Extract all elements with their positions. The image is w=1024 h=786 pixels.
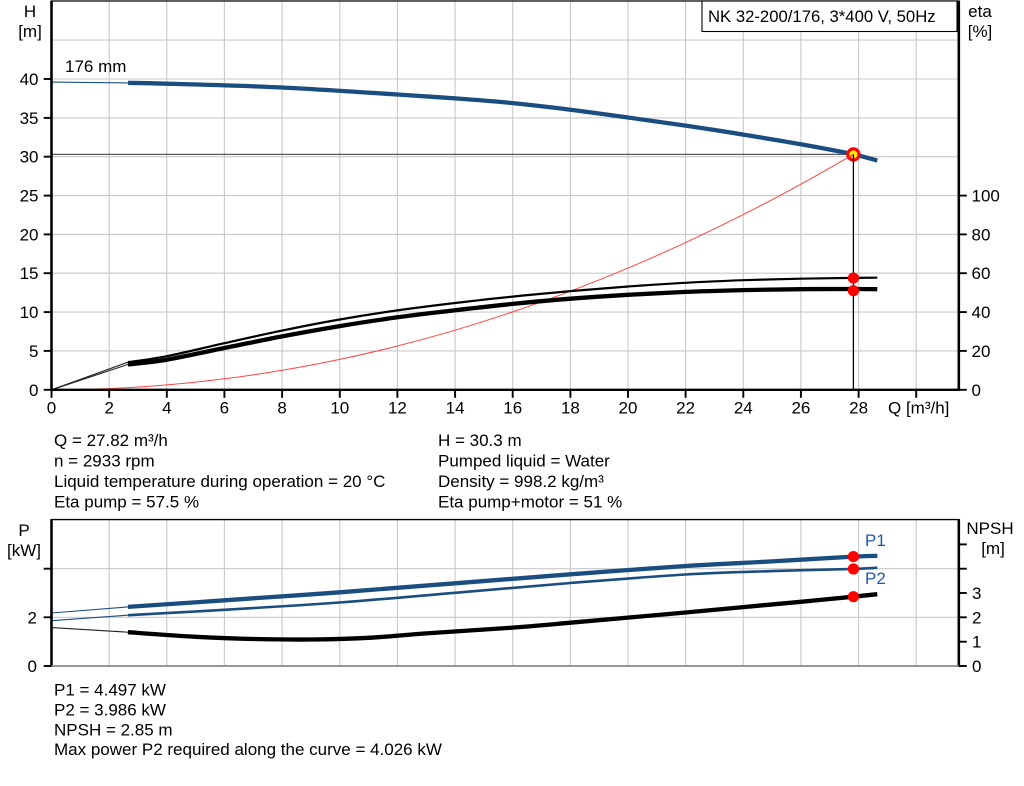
svg-text:30: 30 xyxy=(20,148,39,167)
svg-text:Pumped liquid = Water: Pumped liquid = Water xyxy=(438,452,610,471)
svg-text:16: 16 xyxy=(503,399,522,418)
svg-text:40: 40 xyxy=(972,303,991,322)
svg-text:15: 15 xyxy=(20,264,39,283)
svg-text:Eta pump+motor = 51 %: Eta pump+motor = 51 % xyxy=(438,493,622,512)
svg-text:0: 0 xyxy=(972,657,981,676)
svg-text:20: 20 xyxy=(619,399,638,418)
svg-text:[%]: [%] xyxy=(968,22,993,41)
svg-text:P2 = 3.986 kW: P2 = 3.986 kW xyxy=(54,700,166,719)
svg-text:1: 1 xyxy=(972,633,981,652)
svg-text:80: 80 xyxy=(972,225,991,244)
svg-text:22: 22 xyxy=(676,399,695,418)
svg-text:176 mm: 176 mm xyxy=(65,57,126,76)
svg-text:3: 3 xyxy=(972,584,981,603)
svg-text:28: 28 xyxy=(849,399,868,418)
svg-text:40: 40 xyxy=(20,70,39,89)
svg-text:2: 2 xyxy=(972,608,981,627)
svg-text:P1 = 4.497 kW: P1 = 4.497 kW xyxy=(54,681,166,700)
svg-text:P: P xyxy=(18,521,29,540)
svg-text:NK 32-200/176, 3*400 V, 50Hz: NK 32-200/176, 3*400 V, 50Hz xyxy=(708,7,936,26)
svg-text:24: 24 xyxy=(734,399,753,418)
svg-text:25: 25 xyxy=(20,187,39,206)
svg-text:NPSH = 2.85 m: NPSH = 2.85 m xyxy=(54,720,173,739)
svg-text:2: 2 xyxy=(104,399,113,418)
svg-text:H = 30.3 m: H = 30.3 m xyxy=(438,431,522,450)
svg-text:14: 14 xyxy=(446,399,465,418)
svg-text:12: 12 xyxy=(388,399,407,418)
svg-text:0: 0 xyxy=(972,381,981,400)
svg-text:[m]: [m] xyxy=(981,539,1005,558)
svg-text:100: 100 xyxy=(972,187,1000,206)
svg-text:5: 5 xyxy=(29,342,38,361)
svg-text:n = 2933 rpm: n = 2933 rpm xyxy=(54,452,155,471)
svg-text:Q = 27.82 m³/h: Q = 27.82 m³/h xyxy=(54,431,168,450)
svg-text:2: 2 xyxy=(28,608,37,627)
svg-text:0: 0 xyxy=(47,399,56,418)
svg-text:NPSH: NPSH xyxy=(966,519,1013,538)
svg-text:0: 0 xyxy=(28,657,37,676)
svg-text:8: 8 xyxy=(277,399,286,418)
svg-text:10: 10 xyxy=(330,399,349,418)
svg-text:6: 6 xyxy=(220,399,229,418)
svg-text:4: 4 xyxy=(162,399,171,418)
svg-text:Density = 998.2 kg/m³: Density = 998.2 kg/m³ xyxy=(438,472,604,491)
svg-text:P2: P2 xyxy=(865,569,886,588)
svg-text:10: 10 xyxy=(20,303,39,322)
svg-text:20: 20 xyxy=(20,225,39,244)
svg-text:Eta pump = 57.5 %: Eta pump = 57.5 % xyxy=(54,493,199,512)
svg-text:H: H xyxy=(24,2,36,21)
svg-text:0: 0 xyxy=(29,381,38,400)
svg-text:Max power P2 required along th: Max power P2 required along the curve = … xyxy=(54,740,442,759)
svg-text:60: 60 xyxy=(972,264,991,283)
svg-text:[kW]: [kW] xyxy=(7,541,41,560)
svg-text:26: 26 xyxy=(791,399,810,418)
svg-text:P1: P1 xyxy=(865,531,886,550)
svg-text:eta: eta xyxy=(968,2,992,21)
svg-text:Liquid temperature during oper: Liquid temperature during operation = 20… xyxy=(54,472,385,491)
svg-text:35: 35 xyxy=(20,109,39,128)
svg-text:18: 18 xyxy=(561,399,580,418)
svg-text:20: 20 xyxy=(972,342,991,361)
svg-text:Q [m³/h]: Q [m³/h] xyxy=(888,399,949,418)
svg-text:[m]: [m] xyxy=(18,22,42,41)
